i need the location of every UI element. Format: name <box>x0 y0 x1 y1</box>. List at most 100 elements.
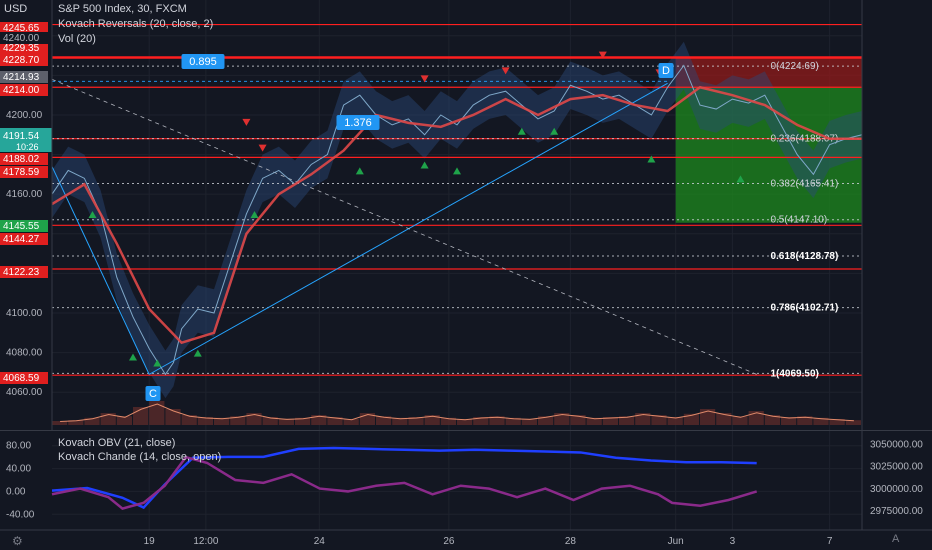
volume-bar <box>278 418 294 425</box>
volume-bar <box>700 409 716 425</box>
volume-bar <box>521 418 537 425</box>
volume-bar <box>230 416 246 425</box>
pattern-ratio-label: 0.895 <box>189 56 217 68</box>
indicator-kovach-obv[interactable]: Kovach OBV (21, close) <box>58 437 176 449</box>
level-price-tag: 4068.59 <box>3 373 40 384</box>
last-level-tag: 4145.55 <box>3 221 40 232</box>
pattern-point-label-bg <box>658 63 674 78</box>
volume-bar <box>797 416 813 425</box>
gear-icon[interactable]: ⚙ <box>12 534 23 548</box>
buy-signal-triangle <box>647 155 656 163</box>
sell-signal-triangle <box>598 51 607 59</box>
volume-bar <box>116 416 132 425</box>
fib-label: 0.236(4188.07) <box>770 134 838 145</box>
pane-separator[interactable] <box>0 430 932 431</box>
volume-bar <box>52 421 68 425</box>
level-price-tag: 4144.27 <box>3 234 40 245</box>
level-price-tag-bg <box>0 166 48 178</box>
auto-scale-icon[interactable]: A <box>892 533 900 545</box>
buy-signal-triangle <box>453 167 461 175</box>
sell-signal-triangle <box>420 75 429 83</box>
volume-bar <box>246 413 262 425</box>
last-level-tag-bg <box>0 220 48 232</box>
volume-bar <box>165 409 181 425</box>
indicator-volume[interactable]: Vol (20) <box>58 33 96 45</box>
volume-bar <box>214 417 230 425</box>
price-axis-tick: 4240.00 <box>3 33 40 44</box>
level-price-tag-bg <box>0 42 48 54</box>
buy-signal-triangle <box>517 127 526 135</box>
fib-label: 0.5(4147.10) <box>770 215 827 226</box>
level-price-tag-bg <box>0 233 48 245</box>
volume-bar <box>845 420 861 425</box>
time-axis-tick: 26 <box>443 536 455 547</box>
osc-left-tick: 40.00 <box>6 464 31 475</box>
time-axis-tick: 24 <box>314 536 326 547</box>
indicator-kovach-reversals[interactable]: Kovach Reversals (20, close, 2) <box>58 18 214 30</box>
volume-bar <box>424 415 440 425</box>
time-axis-tick: 19 <box>144 536 156 547</box>
time-axis-tick: 28 <box>565 536 577 547</box>
level-price-tag: 4245.65 <box>3 23 40 34</box>
buy-signal-triangle <box>153 359 162 367</box>
time-axis-tick: 3 <box>730 536 736 547</box>
chart-title: S&P 500 Index, 30, FXCM <box>58 3 187 15</box>
volume-bar <box>683 413 699 425</box>
volume-bar <box>781 417 797 425</box>
volume-bar <box>489 416 505 425</box>
volume-bar <box>619 416 635 425</box>
volume-bar <box>68 420 84 425</box>
fib-label: 0.382(4165.41) <box>770 178 838 189</box>
price-axis-tick: 4160.00 <box>6 189 43 200</box>
pattern-point-label: C <box>149 388 157 400</box>
osc-right-tick: 3050000.00 <box>870 439 923 450</box>
osc-right-tick: 2975000.00 <box>870 506 923 517</box>
level-price-tag: 4214.00 <box>3 85 40 96</box>
volume-bar <box>473 417 489 425</box>
volume-bar <box>667 417 683 425</box>
buy-signal-triangle <box>736 175 745 183</box>
volume-bar <box>732 416 748 425</box>
volume-bar <box>440 417 456 425</box>
osc-left-tick: 80.00 <box>6 441 31 452</box>
level-price-tag: 4178.59 <box>3 167 40 178</box>
volume-ma-line <box>60 403 854 422</box>
volume-bar <box>635 413 651 425</box>
volume-bar <box>311 415 327 425</box>
buy-signal-triangle <box>550 127 559 135</box>
pattern-point-label-bg <box>145 386 161 401</box>
buy-signal-triangle <box>355 167 364 175</box>
indicator-kovach-chande[interactable]: Kovach Chande (14, close, open) <box>58 451 222 463</box>
time-axis-tick: 7 <box>827 536 833 547</box>
kovach-ma-line <box>51 85 862 345</box>
volume-bar <box>181 415 197 425</box>
current-price-tag: 4191.54 <box>3 131 40 142</box>
pattern-ratio-label-bg <box>181 54 225 69</box>
volume-bar <box>716 413 732 425</box>
volume-bar <box>586 417 602 425</box>
volume-bar <box>343 419 359 425</box>
bar-countdown: 10:26 <box>16 142 39 152</box>
price-axis-tick: 4060.00 <box>6 387 43 398</box>
fib-label: 0.786(4102.71) <box>770 303 838 314</box>
level-price-tag: 4188.02 <box>3 154 40 165</box>
buy-signal-triangle <box>420 161 429 169</box>
price-axis-tick: 4214.93 <box>3 72 40 83</box>
buy-signal-triangle <box>88 210 97 218</box>
volume-bar <box>408 417 424 425</box>
volume-bar <box>376 416 392 425</box>
volume-bar <box>651 415 667 425</box>
level-price-tag-bg <box>0 84 48 96</box>
pattern-ratio-label: 1.376 <box>344 117 372 129</box>
osc-right-tick: 3025000.00 <box>870 462 923 473</box>
volume-bar <box>538 416 554 425</box>
buy-signal-triangle <box>193 349 202 357</box>
volume-bar <box>149 401 165 425</box>
level-price-tag: 4229.35 <box>3 43 40 54</box>
level-price-tag: 4122.23 <box>3 267 40 278</box>
fib-label: 0.618(4128.78) <box>770 251 838 262</box>
pattern-point-label: D <box>662 65 670 77</box>
volume-bar <box>327 417 343 425</box>
buy-signal-triangle <box>250 210 259 218</box>
